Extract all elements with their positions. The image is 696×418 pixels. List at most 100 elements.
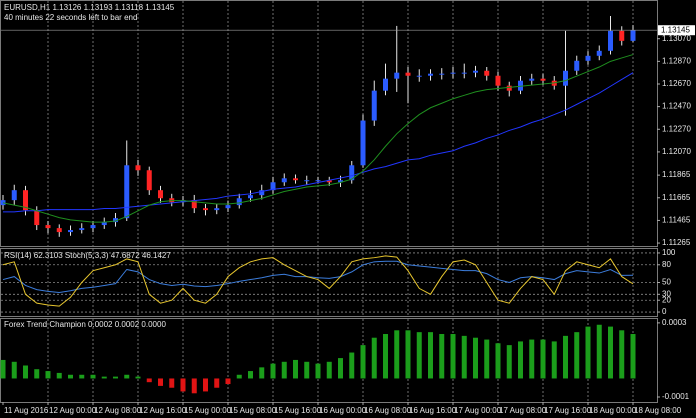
- y-tick-label: 20: [662, 295, 671, 304]
- histogram-bar: [450, 334, 456, 379]
- candle-body: [79, 228, 85, 231]
- histogram-bar: [34, 369, 40, 379]
- x-tick-label: 15 Aug 16:00: [274, 406, 322, 415]
- candle-body: [338, 180, 343, 183]
- histogram-bar: [495, 343, 501, 379]
- histogram-bar: [158, 378, 163, 386]
- series-line: [3, 72, 634, 213]
- histogram-bar: [180, 378, 186, 392]
- y-tick-label: 0.0003: [662, 318, 687, 327]
- candle-body: [484, 70, 490, 76]
- candle-body: [439, 73, 445, 75]
- histogram-bar: [304, 361, 310, 379]
- candle-body: [506, 85, 512, 91]
- y-tick-label: 1.11865: [662, 170, 691, 179]
- x-tick-label: 15 Aug 00:00: [184, 406, 232, 415]
- y-tick-label: 30: [662, 289, 671, 298]
- histogram-bar: [23, 365, 28, 379]
- histogram-bar: [518, 341, 523, 379]
- histogram-bar: [405, 330, 411, 379]
- y-tick-label: 1.13070: [662, 34, 691, 43]
- histogram-bar: [0, 359, 6, 379]
- histogram-bar: [259, 367, 265, 379]
- histogram-bar: [124, 374, 130, 379]
- histogram-bar: [484, 339, 490, 379]
- current-price-box: [658, 25, 695, 36]
- histogram-bar: [191, 378, 197, 394]
- y-tick-label: 50: [662, 278, 671, 287]
- y-tick-label: 1.11665: [662, 193, 691, 202]
- histogram-bar: [461, 335, 467, 379]
- candle-body: [0, 200, 6, 206]
- y-tick-label: 1.11265: [662, 238, 691, 247]
- candle-body: [248, 195, 253, 199]
- histogram-bar: [596, 324, 602, 379]
- candle-body: [45, 225, 51, 229]
- histogram-bar: [270, 363, 276, 379]
- x-tick-label: 17 Aug 16:00: [544, 406, 592, 415]
- histogram-bar: [45, 371, 51, 379]
- candle-body: [563, 70, 568, 86]
- series-line: [2, 54, 634, 223]
- histogram-bar: [293, 359, 298, 379]
- x-tick-label: 15 Aug 08:00: [229, 406, 277, 415]
- candle-body: [34, 210, 40, 226]
- histogram-bar: [439, 334, 445, 379]
- histogram-bar: [11, 361, 17, 379]
- candle-body: [574, 60, 580, 71]
- histogram-bar: [338, 358, 343, 379]
- candle-body: [270, 182, 276, 191]
- candle-body: [68, 230, 73, 233]
- x-tick-label: 18 Aug 00:00: [589, 406, 637, 415]
- histogram-bar: [315, 363, 321, 379]
- x-tick-label: 12 Aug 16:00: [139, 406, 187, 415]
- candle-body: [461, 72, 467, 74]
- candle-body: [495, 75, 501, 86]
- series-line: [2, 260, 634, 294]
- x-tick-label: 12 Aug 08:00: [94, 406, 142, 415]
- histogram-bar: [326, 361, 332, 379]
- candle-body: [394, 72, 400, 79]
- histogram-bar: [56, 372, 62, 379]
- histogram-bar: [203, 378, 208, 392]
- candle-body: [360, 120, 366, 166]
- histogram-bar: [90, 374, 96, 379]
- candle-body: [56, 228, 62, 233]
- candle-body: [304, 180, 310, 182]
- candle-body: [473, 70, 478, 73]
- candle-body: [203, 208, 208, 211]
- candle-body: [585, 55, 591, 61]
- histogram-bar: [608, 326, 613, 379]
- candle-body: [236, 198, 242, 206]
- candle-body: [101, 222, 107, 226]
- series-line: [2, 255, 634, 307]
- x-tick-label: 12 Aug 00:00: [49, 406, 97, 415]
- candle-body: [281, 178, 287, 183]
- histogram-bar: [349, 352, 355, 379]
- candle-body: [383, 78, 388, 91]
- y-tick-label: -0.0001: [662, 392, 690, 401]
- x-tick-label: 16 Aug 08:00: [364, 406, 412, 415]
- y-tick-label: 1.12270: [662, 124, 691, 133]
- candle-body: [416, 75, 422, 77]
- histogram-bar: [574, 332, 580, 379]
- histogram-bar: [248, 371, 253, 379]
- histogram-bar: [394, 330, 400, 379]
- countdown: 40 minutes 22 seconds left to bar end: [4, 13, 137, 22]
- histogram-bar: [551, 341, 557, 379]
- histogram-bar: [383, 334, 388, 379]
- histogram-bar: [371, 337, 377, 379]
- rsi-title: RSI(14) 62.3103 Stoch(5,3,3) 47.6872 46.…: [4, 251, 171, 260]
- candle-body: [596, 50, 602, 56]
- histogram-bar: [540, 339, 546, 379]
- histogram-bar: [585, 326, 591, 379]
- candle-body: [529, 78, 535, 81]
- histogram-bar: [225, 378, 231, 385]
- x-tick-label: 11 Aug 2016: [4, 406, 49, 415]
- candle-body: [214, 208, 220, 211]
- histogram-bar: [113, 376, 118, 379]
- candle-body: [518, 80, 523, 91]
- histogram-bar: [630, 334, 636, 379]
- x-tick-label: 16 Aug 00:00: [319, 406, 367, 415]
